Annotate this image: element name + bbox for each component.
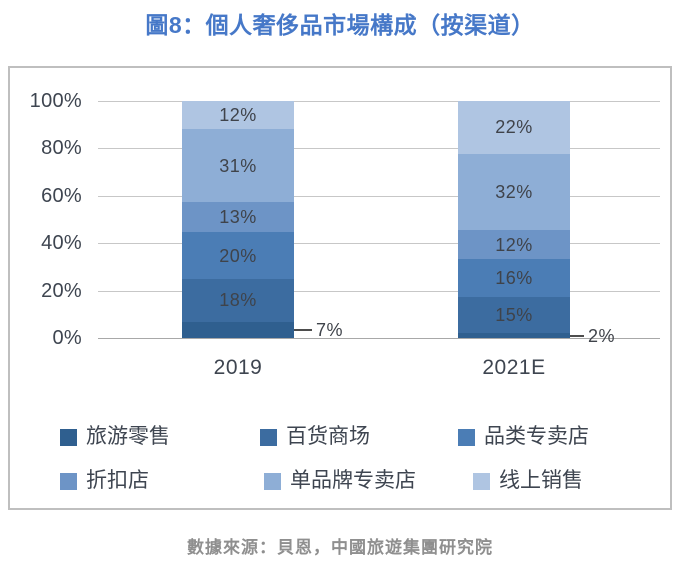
- bar-segment: [182, 101, 294, 130]
- bar-segment: [458, 153, 570, 231]
- bar-segment: [182, 321, 294, 338]
- y-axis-tick-label: 60%: [41, 185, 82, 207]
- y-axis-tick-label: 100%: [29, 90, 82, 112]
- segment-data-label: 18%: [219, 290, 257, 311]
- figure-title: 圖8：個人奢侈品市場構成（按渠道）: [145, 12, 535, 38]
- segment-data-label: 12%: [495, 234, 533, 255]
- legend-item: 线上销售: [473, 469, 583, 493]
- segment-data-label: 15%: [495, 305, 533, 326]
- bar-segment: [458, 230, 570, 259]
- y-axis-tick-label: 80%: [41, 137, 82, 159]
- segment-data-label: 20%: [219, 245, 257, 266]
- segment-data-label: 13%: [219, 207, 257, 228]
- y-gridline: [98, 291, 660, 292]
- bar-segment: [458, 101, 570, 154]
- legend-item: 单品牌专卖店: [264, 469, 416, 493]
- legend-item-label: 折扣店: [86, 469, 149, 492]
- data-source-text: 數據來源：貝恩，中國旅遊集團研究院: [187, 538, 493, 557]
- callout-leader-line: [570, 334, 584, 337]
- callout-leader-line: [294, 328, 312, 331]
- legend-item-label: 百货商场: [286, 425, 370, 448]
- segment-data-label: 32%: [495, 181, 533, 202]
- legend-item-label: 线上销售: [499, 469, 583, 492]
- x-axis-category-label: 2019: [213, 356, 263, 379]
- bar-segment: [182, 129, 294, 202]
- segment-callout-label: 7%: [316, 319, 344, 340]
- legend-item: 品类专卖店: [458, 425, 589, 449]
- legend-swatch-icon: [473, 472, 490, 490]
- y-axis-tick-label: 0%: [52, 327, 82, 349]
- y-axis-tick-label: 20%: [41, 280, 82, 302]
- bar-segment: [458, 333, 570, 338]
- y-gridline: [98, 148, 660, 149]
- bar-segment: [182, 279, 294, 322]
- chart-container: 100% 80% 60% 40% 20% 0% 7% 18% 20% 13% 31% 12% 2019 2…: [8, 66, 672, 510]
- bar-segment: [182, 201, 294, 233]
- x-axis-line: [98, 338, 660, 339]
- legend-item-label: 旅游零售: [86, 425, 170, 448]
- y-gridline: [98, 101, 660, 102]
- legend-swatch-icon: [60, 472, 77, 490]
- segment-callout-label: 2%: [588, 325, 616, 346]
- y-gridline: [98, 243, 660, 244]
- legend-swatch-icon: [458, 428, 475, 446]
- y-axis-tick-label: 40%: [41, 232, 82, 254]
- legend-item: 百货商场: [260, 425, 370, 449]
- segment-data-label: 31%: [219, 155, 257, 176]
- segment-data-label: 22%: [495, 117, 533, 138]
- legend-item: 旅游零售: [60, 425, 170, 449]
- bar-segment: [182, 232, 294, 280]
- legend-item: 折扣店: [60, 469, 149, 493]
- segment-data-label: 16%: [495, 268, 533, 289]
- bar-segment: [458, 297, 570, 334]
- x-axis-category-label: 2021E: [482, 356, 546, 379]
- segment-data-label: 12%: [219, 105, 257, 126]
- legend-item-label: 单品牌专卖店: [290, 469, 416, 492]
- y-gridline: [98, 196, 660, 197]
- legend-swatch-icon: [264, 472, 281, 490]
- legend-item-label: 品类专卖店: [484, 425, 589, 448]
- legend-swatch-icon: [60, 428, 77, 446]
- bar-segment: [458, 259, 570, 298]
- legend-swatch-icon: [260, 428, 277, 446]
